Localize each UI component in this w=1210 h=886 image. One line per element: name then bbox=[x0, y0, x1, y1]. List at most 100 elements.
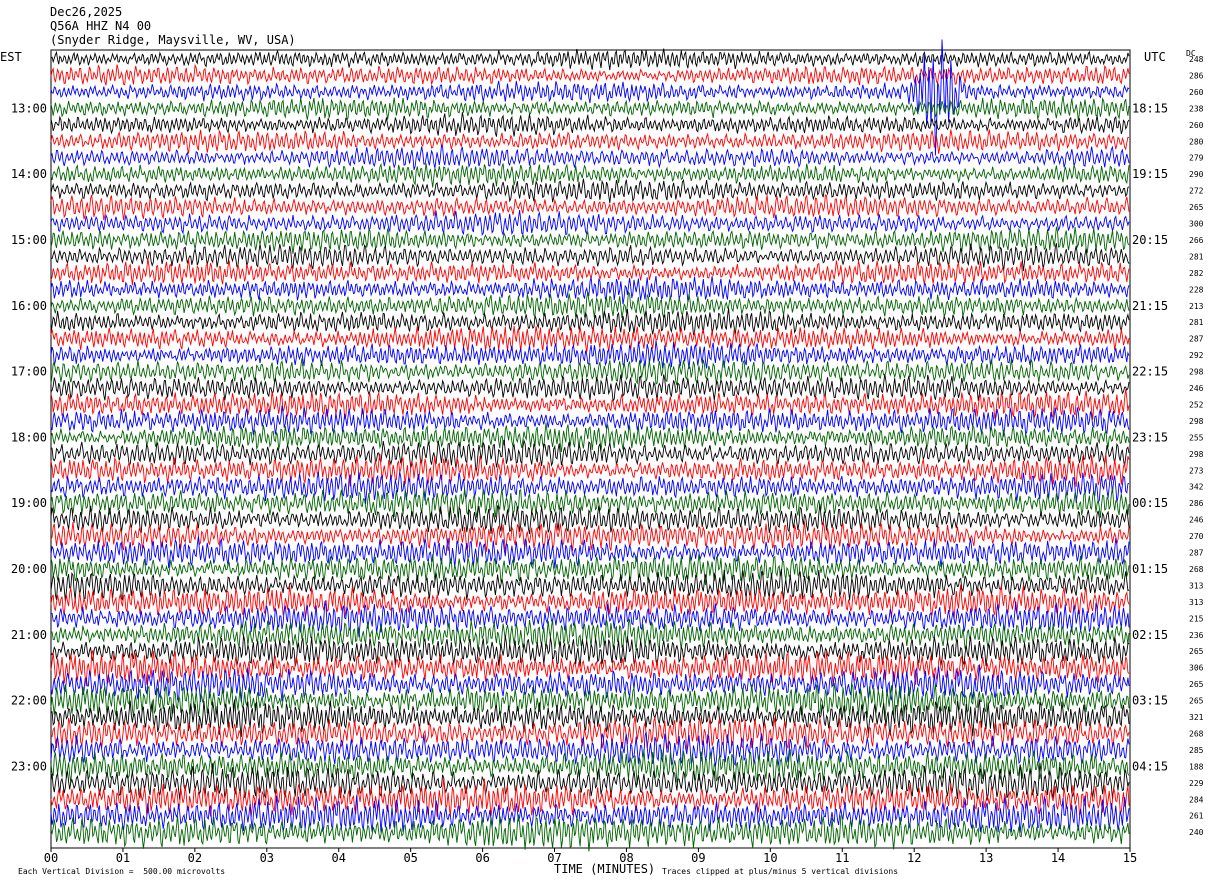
trace-21 bbox=[50, 389, 1130, 420]
dc-value-29: 270 bbox=[1189, 532, 1204, 541]
trace-33 bbox=[50, 584, 1130, 620]
trace-44 bbox=[50, 762, 1130, 801]
trace-1 bbox=[50, 63, 1130, 86]
plot-frame bbox=[50, 49, 1131, 849]
trace-42 bbox=[50, 731, 1130, 767]
dc-value-16: 281 bbox=[1189, 318, 1204, 327]
dc-value-23: 255 bbox=[1189, 433, 1204, 442]
utc-time-02:15: 02:15 bbox=[1132, 628, 1168, 642]
trace-20 bbox=[50, 373, 1130, 403]
trace-19 bbox=[50, 358, 1130, 386]
x-tick-label-12: 12 bbox=[907, 851, 921, 865]
dc-value-17: 287 bbox=[1189, 335, 1204, 344]
dc-value-46: 261 bbox=[1189, 812, 1204, 821]
x-tick-label-02: 02 bbox=[188, 851, 202, 865]
trace-36 bbox=[50, 635, 1130, 670]
trace-17 bbox=[50, 325, 1130, 353]
dc-value-34: 215 bbox=[1189, 614, 1204, 623]
trace-6 bbox=[50, 143, 1130, 170]
est-time-15:00: 15:00 bbox=[11, 233, 47, 247]
trace-7 bbox=[50, 162, 1130, 188]
est-time-22:00: 22:00 bbox=[11, 694, 47, 708]
dc-value-13: 282 bbox=[1189, 269, 1204, 278]
est-time-18:00: 18:00 bbox=[11, 430, 47, 444]
trace-11 bbox=[50, 226, 1130, 254]
dc-value-10: 300 bbox=[1189, 220, 1204, 229]
est-label: EST bbox=[0, 50, 22, 64]
trace-8 bbox=[50, 178, 1130, 203]
dc-value-36: 265 bbox=[1189, 647, 1204, 656]
trace-45 bbox=[50, 778, 1130, 817]
dc-label: DC bbox=[1186, 49, 1196, 58]
utc-time-03:15: 03:15 bbox=[1132, 694, 1168, 708]
x-tick-label-15: 15 bbox=[1123, 851, 1137, 865]
trace-3 bbox=[50, 95, 1130, 122]
est-time-13:00: 13:00 bbox=[11, 101, 47, 115]
x-axis-title: TIME (MINUTES) bbox=[554, 862, 656, 876]
utc-time-23:15: 23:15 bbox=[1132, 430, 1168, 444]
dc-value-3: 238 bbox=[1189, 104, 1204, 113]
utc-time-20:15: 20:15 bbox=[1132, 233, 1168, 247]
trace-18 bbox=[50, 340, 1130, 369]
trace-39 bbox=[50, 682, 1130, 721]
dc-value-5: 280 bbox=[1189, 137, 1204, 146]
trace-9 bbox=[50, 194, 1130, 221]
dc-value-37: 306 bbox=[1189, 664, 1204, 673]
x-tick-label-13: 13 bbox=[979, 851, 993, 865]
dc-value-32: 313 bbox=[1189, 581, 1204, 590]
dc-value-21: 252 bbox=[1189, 400, 1204, 409]
est-time-14:00: 14:00 bbox=[11, 167, 47, 181]
dc-value-9: 265 bbox=[1189, 203, 1204, 212]
est-time-17:00: 17:00 bbox=[11, 365, 47, 379]
dc-value-27: 286 bbox=[1189, 499, 1204, 508]
trace-46 bbox=[50, 795, 1130, 834]
trace-24 bbox=[50, 438, 1130, 472]
trace-35 bbox=[51, 618, 1130, 651]
utc-time-00:15: 00:15 bbox=[1132, 496, 1168, 510]
x-tick-label-11: 11 bbox=[835, 851, 849, 865]
trace-26 bbox=[50, 471, 1130, 505]
dc-value-7: 290 bbox=[1189, 170, 1204, 179]
dc-value-22: 298 bbox=[1189, 417, 1204, 426]
x-tick-label-06: 06 bbox=[475, 851, 489, 865]
trace-28 bbox=[50, 503, 1130, 535]
dc-value-45: 284 bbox=[1189, 795, 1204, 804]
trace-4 bbox=[50, 112, 1130, 137]
dc-value-30: 287 bbox=[1189, 549, 1204, 558]
dc-value-39: 265 bbox=[1189, 697, 1204, 706]
x-tick-label-09: 09 bbox=[691, 851, 705, 865]
utc-label: UTC bbox=[1144, 50, 1166, 64]
dc-value-8: 272 bbox=[1189, 187, 1204, 196]
trace-34 bbox=[50, 601, 1130, 638]
est-time-19:00: 19:00 bbox=[11, 496, 47, 510]
trace-41 bbox=[50, 715, 1130, 751]
dc-value-20: 246 bbox=[1189, 384, 1204, 393]
dc-value-25: 273 bbox=[1189, 466, 1204, 475]
trace-12 bbox=[50, 243, 1130, 272]
trace-29 bbox=[50, 521, 1130, 552]
trace-10 bbox=[50, 210, 1130, 236]
utc-time-21:15: 21:15 bbox=[1132, 299, 1168, 313]
dc-value-35: 236 bbox=[1189, 631, 1204, 640]
dc-value-6: 279 bbox=[1189, 154, 1204, 163]
plot-date: Dec26,2025 bbox=[50, 5, 123, 19]
utc-time-18:15: 18:15 bbox=[1132, 101, 1168, 115]
trace-30 bbox=[50, 536, 1130, 569]
dc-value-26: 342 bbox=[1189, 483, 1204, 492]
trace-40 bbox=[50, 699, 1130, 737]
utc-time-19:15: 19:15 bbox=[1132, 167, 1168, 181]
dc-value-0: 248 bbox=[1189, 55, 1204, 64]
station-location: (Snyder Ridge, Maysville, WV, USA) bbox=[50, 33, 296, 47]
x-tick-label-05: 05 bbox=[403, 851, 417, 865]
x-tick-label-04: 04 bbox=[332, 851, 346, 865]
dc-value-18: 292 bbox=[1189, 351, 1204, 360]
trace-27 bbox=[50, 487, 1130, 521]
trace-13 bbox=[50, 258, 1130, 286]
x-tick-label-01: 01 bbox=[116, 851, 130, 865]
dc-value-2: 260 bbox=[1189, 88, 1204, 97]
dc-value-38: 265 bbox=[1189, 680, 1204, 689]
dc-value-4: 260 bbox=[1189, 121, 1204, 130]
trace-15 bbox=[50, 290, 1130, 319]
x-tick-label-08: 08 bbox=[619, 851, 633, 865]
